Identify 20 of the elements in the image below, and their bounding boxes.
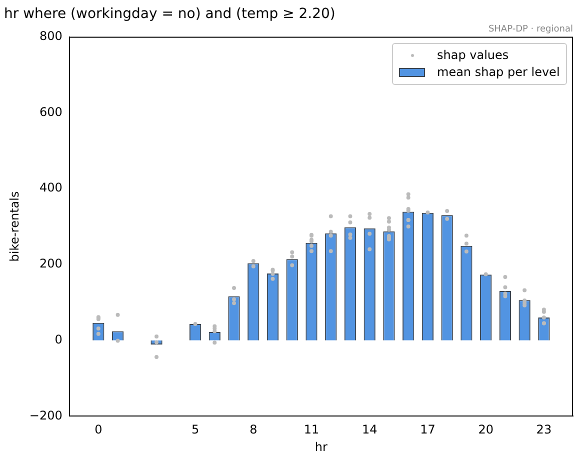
x-tick-label: 5	[191, 422, 200, 437]
legend-label: mean shap per level	[437, 64, 560, 81]
x-tick-label: 0	[94, 422, 102, 437]
x-tick-label: 14	[362, 422, 378, 437]
y-tick-label: 0	[54, 332, 62, 346]
y-tick-label: −200	[29, 408, 62, 422]
y-tick-label: 400	[39, 180, 62, 195]
x-tick-label: 23	[536, 422, 552, 437]
y-tick-label: 600	[39, 104, 62, 119]
text: SHAP-DP · regional	[488, 24, 573, 35]
x-axis-title: hr	[314, 440, 328, 454]
y-tick-label: 200	[39, 256, 62, 271]
y-tick-label: 800	[39, 28, 62, 43]
x-tick-label: 11	[304, 422, 320, 437]
x-tick-label: 17	[420, 422, 436, 437]
x-tick-label: 8	[250, 422, 258, 437]
legend-label: shap values	[437, 46, 509, 64]
x-tick-label: 20	[478, 422, 494, 437]
y-axis-title: bike-rentals	[7, 191, 22, 262]
chart-title: hr where (workingday = no) and (temp ≥ 2.20)	[4, 6, 336, 22]
